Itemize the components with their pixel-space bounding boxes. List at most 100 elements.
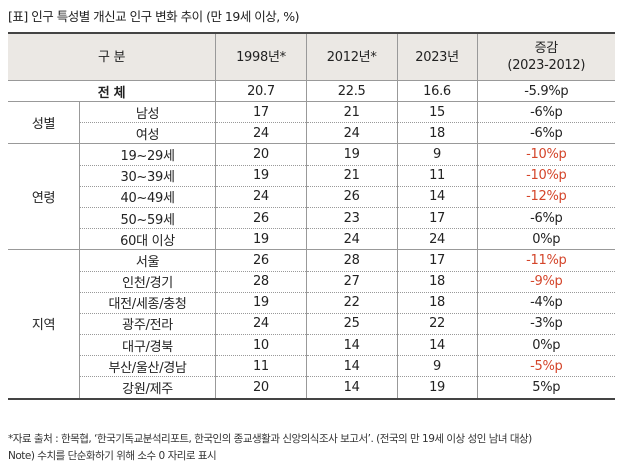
header-row: 구 분 1998년* 2012년* 2023년 증감 (2023-2012) bbox=[8, 33, 615, 81]
cell: 28 bbox=[215, 271, 307, 293]
cell: 25 bbox=[305, 313, 398, 336]
cell: 18 bbox=[396, 292, 478, 314]
cell: 24 bbox=[396, 228, 478, 251]
row-label: 19~29세 bbox=[78, 143, 216, 166]
change-cell-highlight: -10%p bbox=[476, 165, 615, 187]
row-label: 대전/세종/충청 bbox=[78, 292, 216, 314]
table-row: 지역 서울 26 28 17 -11%p bbox=[8, 249, 615, 400]
cell: 20 bbox=[215, 376, 307, 400]
header-category: 구 분 bbox=[8, 33, 216, 81]
cell: 11 bbox=[215, 355, 307, 378]
cell: -4%p bbox=[476, 292, 615, 314]
table-row: 대구/경북 10 14 14 0%p bbox=[8, 334, 615, 357]
cell: 19 bbox=[396, 376, 478, 400]
table-row: 40~49세 24 26 14 -12%p bbox=[8, 186, 615, 208]
table-row: 부산/울산/경남 11 14 9 -5%p bbox=[8, 355, 615, 378]
table-row: 강원/제주 20 14 19 5%p bbox=[8, 376, 615, 400]
cell: 26 bbox=[305, 186, 398, 208]
cell: 21 bbox=[305, 101, 398, 124]
cell: 14 bbox=[396, 334, 478, 357]
cell: 19 bbox=[215, 292, 307, 314]
cell: 10 bbox=[215, 334, 307, 357]
cell: 0%p bbox=[476, 334, 615, 357]
cell: -6%p bbox=[476, 101, 615, 124]
cell: 27 bbox=[305, 271, 398, 293]
table-row: 연령 19~29세 20 19 9 -10%p bbox=[8, 143, 615, 251]
cell: 17 bbox=[215, 101, 307, 124]
cell: 11 bbox=[396, 165, 478, 187]
cell: 24 bbox=[215, 313, 307, 336]
table-row: 인천/경기 28 27 18 -9%p bbox=[8, 271, 615, 293]
row-label: 강원/제주 bbox=[78, 376, 216, 400]
rounding-note: Note) 수치를 단순화하기 위해 소수 0 자리로 표시 bbox=[8, 450, 217, 462]
row-label: 50~59세 bbox=[78, 207, 216, 230]
cell: 19 bbox=[215, 165, 307, 187]
row-label: 서울 bbox=[78, 249, 216, 272]
group-label: 성별 bbox=[8, 101, 80, 145]
cell: 24 bbox=[305, 122, 398, 145]
group-label: 지역 bbox=[8, 249, 80, 400]
header-change: 증감 (2023-2012) bbox=[476, 33, 615, 81]
cell: 20 bbox=[215, 143, 307, 166]
row-label: 여성 bbox=[78, 122, 216, 145]
cell: 22 bbox=[396, 313, 478, 336]
row-label: 인천/경기 bbox=[78, 271, 216, 293]
table-row: 광주/전라 24 25 22 -3%p bbox=[8, 313, 615, 336]
data-table: 구 분 1998년* 2012년* 2023년 증감 (2023-2012) 전 … bbox=[8, 32, 615, 400]
row-label: 광주/전라 bbox=[78, 313, 216, 336]
cell: 28 bbox=[305, 249, 398, 272]
cell: -5.9%p bbox=[476, 80, 615, 102]
change-cell-highlight: -12%p bbox=[476, 186, 615, 208]
row-label: 30~39세 bbox=[78, 165, 216, 187]
cell: 22 bbox=[305, 292, 398, 314]
change-cell-highlight: -9%p bbox=[476, 271, 615, 293]
cell: 18 bbox=[396, 271, 478, 293]
change-cell-highlight: -10%p bbox=[476, 143, 615, 166]
table-title: [표] 인구 특성별 개신교 인구 변화 추이 (만 19세 이상, %) bbox=[8, 9, 300, 24]
row-label: 60대 이상 bbox=[78, 228, 216, 251]
total-row: 전 체 20.7 22.5 16.6 -5.9%p bbox=[8, 80, 615, 102]
cell: 21 bbox=[305, 165, 398, 187]
cell: 18 bbox=[396, 122, 478, 145]
header-change-range: (2023-2012) bbox=[507, 58, 586, 73]
cell: 15 bbox=[396, 101, 478, 124]
change-cell-highlight: -5%p bbox=[476, 355, 615, 378]
header-change-label: 증감 bbox=[534, 41, 559, 56]
cell: -3%p bbox=[476, 313, 615, 336]
header-1998: 1998년* bbox=[215, 33, 307, 81]
table-row: 30~39세 19 21 11 -10%p bbox=[8, 165, 615, 187]
cell: 19 bbox=[305, 143, 398, 166]
cell: 5%p bbox=[476, 376, 615, 400]
total-label: 전 체 bbox=[8, 80, 216, 102]
row-label: 남성 bbox=[78, 101, 216, 124]
cell: 24 bbox=[215, 122, 307, 145]
cell: 24 bbox=[305, 228, 398, 251]
table-row: 성별 남성 17 21 15 -6%p bbox=[8, 101, 615, 145]
cell: 9 bbox=[396, 355, 478, 378]
header-2012: 2012년* bbox=[305, 33, 398, 81]
cell: -6%p bbox=[476, 207, 615, 230]
cell: -6%p bbox=[476, 122, 615, 145]
table-row: 50~59세 26 23 17 -6%p bbox=[8, 207, 615, 230]
table-row: 대전/세종/충청 19 22 18 -4%p bbox=[8, 292, 615, 314]
cell: 26 bbox=[215, 207, 307, 230]
cell: 22.5 bbox=[305, 80, 398, 102]
change-cell-highlight: -11%p bbox=[476, 249, 615, 272]
source-note: *자료 출처 : 한목협, ‘한국기독교분석리포트, 한국인의 종교생활과 신앙… bbox=[8, 433, 532, 445]
cell: 9 bbox=[396, 143, 478, 166]
cell: 24 bbox=[215, 186, 307, 208]
table-row: 60대 이상 19 24 24 0%p bbox=[8, 228, 615, 251]
cell: 14 bbox=[396, 186, 478, 208]
cell: 14 bbox=[305, 334, 398, 357]
cell: 16.6 bbox=[396, 80, 478, 102]
cell: 19 bbox=[215, 228, 307, 251]
cell: 17 bbox=[396, 249, 478, 272]
cell: 26 bbox=[215, 249, 307, 272]
row-label: 부산/울산/경남 bbox=[78, 355, 216, 378]
cell: 17 bbox=[396, 207, 478, 230]
cell: 20.7 bbox=[215, 80, 307, 102]
row-label: 40~49세 bbox=[78, 186, 216, 208]
table-row: 여성 24 24 18 -6%p bbox=[8, 122, 615, 145]
cell: 23 bbox=[305, 207, 398, 230]
cell: 14 bbox=[305, 376, 398, 400]
